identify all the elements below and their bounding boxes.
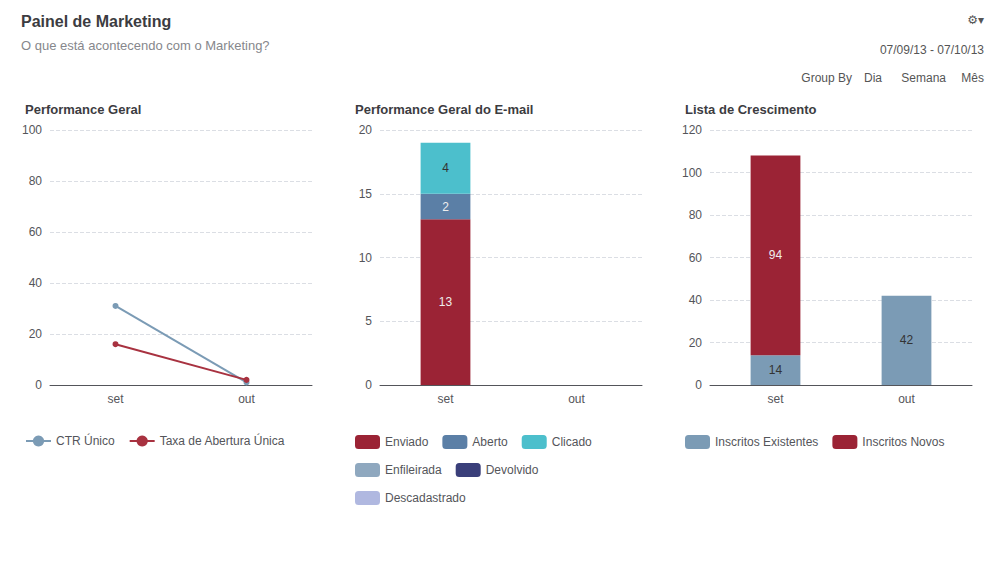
svg-text:Lista de Crescimento: Lista de Crescimento [685, 102, 817, 117]
svg-text:Inscritos Existentes: Inscritos Existentes [715, 435, 818, 449]
svg-text:CTR Único: CTR Único [56, 433, 115, 448]
svg-text:15: 15 [359, 187, 373, 201]
svg-text:100: 100 [682, 166, 702, 180]
svg-text:out: out [568, 392, 585, 406]
svg-text:10: 10 [359, 251, 373, 265]
svg-text:100: 100 [22, 123, 42, 137]
svg-text:0: 0 [35, 378, 42, 392]
svg-text:07/09/13 - 07/10/13: 07/09/13 - 07/10/13 [880, 43, 984, 57]
svg-text:O que está acontecendo com o M: O que está acontecendo com o Marketing? [21, 38, 270, 53]
svg-text:out: out [238, 392, 255, 406]
svg-text:13: 13 [439, 295, 453, 309]
svg-text:Mês: Mês [961, 71, 984, 85]
svg-text:80: 80 [29, 174, 43, 188]
svg-text:94: 94 [769, 248, 783, 262]
svg-text:Aberto: Aberto [472, 435, 508, 449]
svg-text:Inscritos Novos: Inscritos Novos [862, 435, 944, 449]
svg-text:42: 42 [900, 333, 914, 347]
svg-text:120: 120 [682, 123, 702, 137]
svg-text:set: set [437, 392, 454, 406]
svg-text:5: 5 [365, 314, 372, 328]
svg-text:Group By: Group By [801, 71, 852, 85]
svg-text:20: 20 [359, 123, 373, 137]
svg-text:set: set [107, 392, 124, 406]
svg-text:20: 20 [29, 327, 43, 341]
svg-text:⚙▾: ⚙▾ [967, 13, 984, 27]
svg-text:60: 60 [689, 251, 703, 265]
svg-text:80: 80 [689, 208, 703, 222]
svg-text:Performance Geral do E-mail: Performance Geral do E-mail [355, 102, 533, 117]
svg-text:0: 0 [365, 378, 372, 392]
svg-text:Enfileirada: Enfileirada [385, 463, 442, 477]
svg-text:set: set [767, 392, 784, 406]
svg-text:Devolvido: Devolvido [486, 463, 539, 477]
svg-text:0: 0 [695, 378, 702, 392]
svg-text:Clicado: Clicado [552, 435, 592, 449]
svg-text:60: 60 [29, 225, 43, 239]
svg-text:40: 40 [29, 276, 43, 290]
svg-text:14: 14 [769, 363, 783, 377]
svg-text:Semana: Semana [901, 71, 946, 85]
svg-text:Performance Geral: Performance Geral [25, 102, 141, 117]
svg-text:Painel de Marketing: Painel de Marketing [21, 13, 171, 30]
svg-text:Descadastrado: Descadastrado [385, 491, 466, 505]
svg-text:Taxa de Abertura Única: Taxa de Abertura Única [160, 433, 285, 448]
svg-text:40: 40 [689, 293, 703, 307]
svg-text:4: 4 [442, 161, 449, 175]
svg-text:20: 20 [689, 336, 703, 350]
svg-text:2: 2 [442, 200, 449, 214]
svg-text:out: out [898, 392, 915, 406]
svg-text:Enviado: Enviado [385, 435, 429, 449]
svg-text:Dia: Dia [864, 71, 882, 85]
